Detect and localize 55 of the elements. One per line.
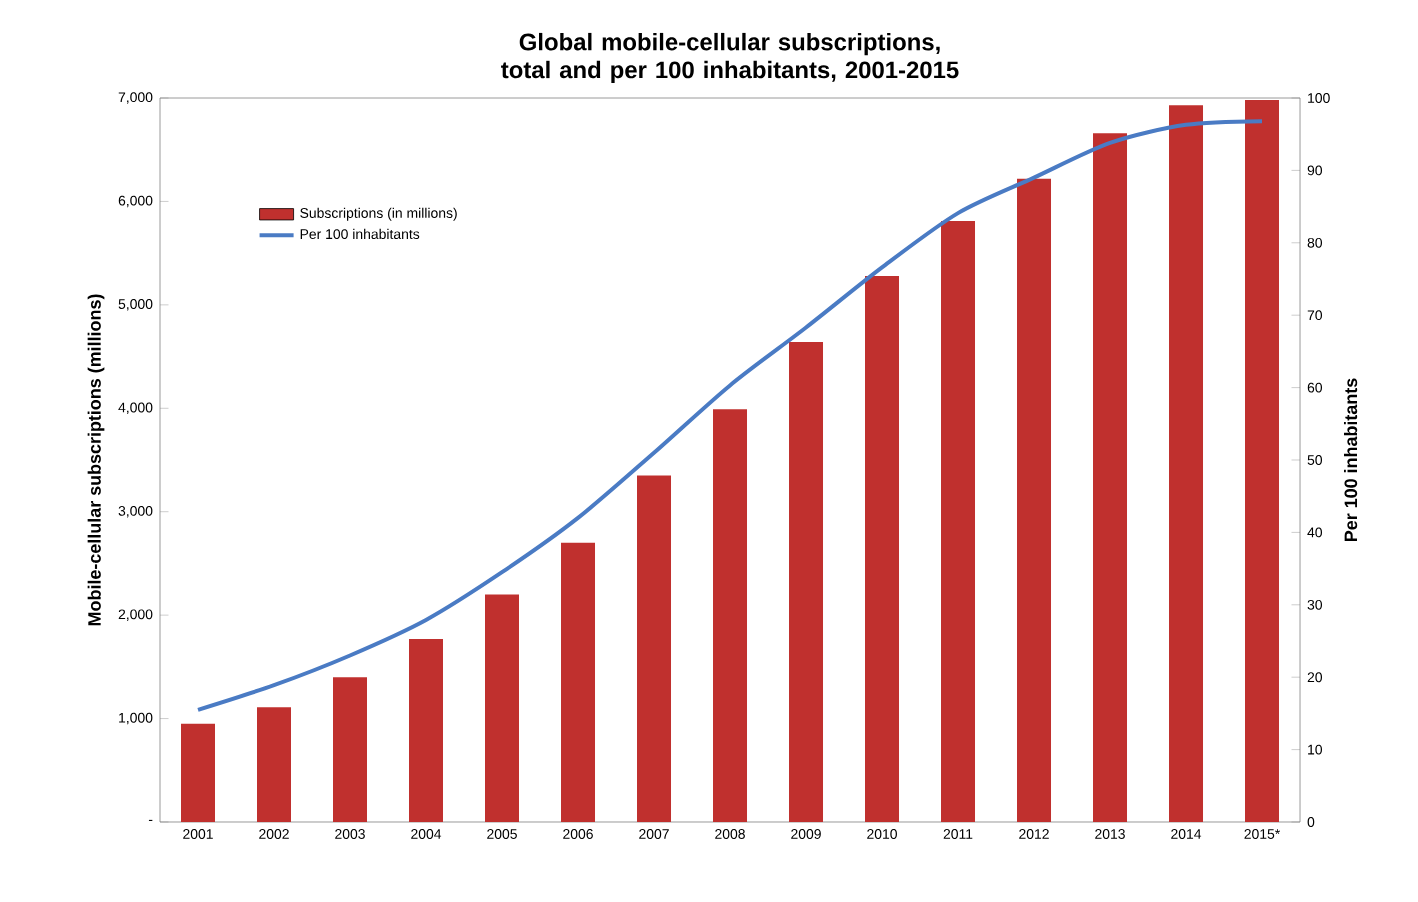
y-tick-label: 5,000	[118, 299, 153, 311]
y2-tick-label: 80	[1307, 237, 1323, 248]
y2-tick-label: 90	[1307, 165, 1323, 176]
x-tick-label: 2014	[1171, 829, 1202, 839]
y2-tick-label: 0	[1307, 817, 1315, 827]
y-tick-label: 6,000	[118, 195, 153, 208]
bar	[637, 475, 672, 822]
bar	[333, 677, 367, 822]
y2-tick-label: 30	[1307, 599, 1323, 610]
y2-tick-label: 10	[1308, 744, 1323, 755]
y2-axis-title: Per 100 inhabitants	[1344, 378, 1358, 542]
bar	[1245, 100, 1280, 822]
bar	[561, 542, 596, 822]
x-tick-label: 2001	[183, 829, 213, 839]
y2-tick-label: 70	[1307, 310, 1323, 321]
bar	[941, 221, 976, 822]
y2-tick-label: 100	[1308, 93, 1330, 103]
bar	[409, 638, 443, 822]
bar	[485, 594, 519, 822]
y2-tick-label: 60	[1307, 382, 1323, 393]
y-tick-label: 1,000	[119, 712, 153, 725]
x-tick-label: 2002	[259, 829, 289, 839]
bar	[865, 275, 900, 822]
bar	[1169, 105, 1204, 822]
x-tick-label: 2010	[867, 829, 897, 839]
y2-tick-label: 40	[1307, 527, 1323, 538]
x-tick-label: 2012	[1019, 829, 1049, 839]
x-tick-label: 2015*	[1244, 829, 1281, 839]
bar	[1093, 133, 1128, 822]
legend-label: Per 100 inhabitants	[300, 228, 420, 240]
x-tick-label: 2013	[1095, 829, 1125, 839]
bar	[257, 707, 291, 822]
chart-title: Global mobile-cellular subscriptions, total and per 100 inhabitants, 2001-2015	[501, 32, 959, 84]
x-tick-label: 2006	[563, 829, 593, 839]
y-tick-label: 4,000	[118, 402, 153, 415]
y-tick-label: -	[148, 819, 153, 821]
y-tick-label: 3,000	[118, 505, 153, 518]
x-tick-label: 2008	[715, 829, 745, 839]
x-tick-label: 2003	[335, 829, 365, 839]
line-series	[196, 119, 1265, 712]
y-axis-title: Mobile-cellular subscriptions (millions)	[87, 294, 105, 626]
legend-label: Subscriptions (in millions)	[300, 207, 457, 221]
x-tick-label: 2007	[639, 829, 669, 839]
bar	[789, 342, 824, 822]
bar	[181, 723, 215, 822]
bar	[713, 409, 748, 822]
x-tick-label: 2004	[411, 829, 442, 839]
x-tick-label: 2009	[791, 829, 821, 839]
bar	[1017, 178, 1052, 822]
x-tick-label: 2005	[487, 829, 517, 839]
x-tick-label: 2011	[943, 829, 973, 839]
y2-tick-label: 50	[1307, 455, 1323, 465]
y-tick-label: 2,000	[118, 609, 153, 621]
y2-tick-label: 20	[1307, 672, 1323, 683]
y-tick-label: 7,000	[118, 92, 153, 104]
